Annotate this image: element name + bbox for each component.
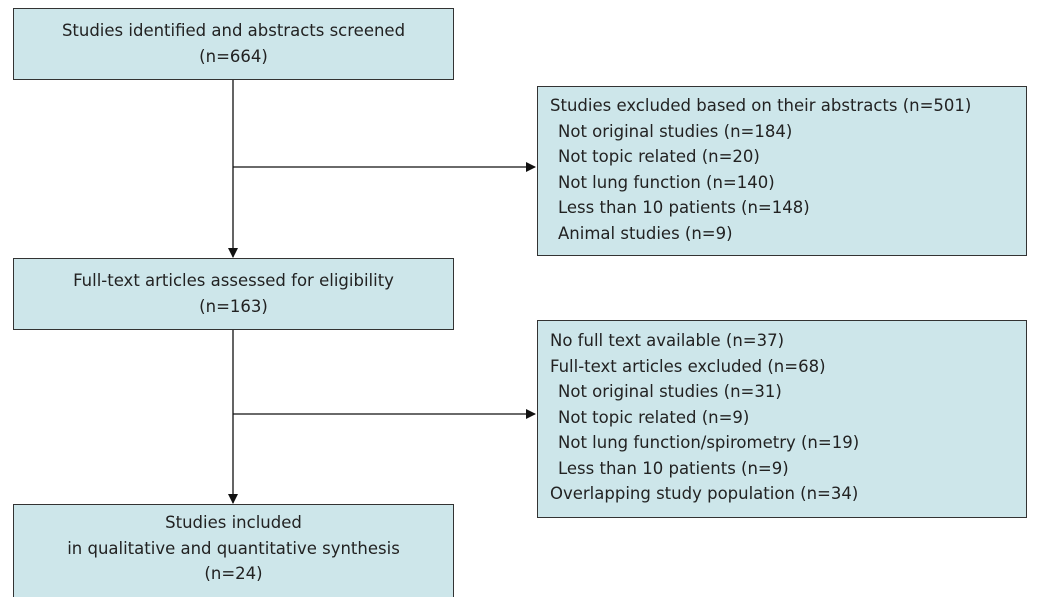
exclusion-item: Not original studies (n=31)	[558, 382, 782, 401]
exclusion-heading: No full text available (n=37)	[550, 331, 785, 350]
box-text: Full-text articles assessed for eligibil…	[73, 271, 394, 290]
exclusion-heading: Full-text articles excluded (n=68)	[550, 356, 826, 376]
exclusion-item: Not lung function/spirometry (n=19)	[558, 433, 860, 452]
exclusion-item: Not topic related (n=9)	[558, 407, 750, 427]
box-text: Studies included	[165, 513, 302, 532]
exclusion-item: Less than 10 patients (n=9)	[558, 458, 789, 478]
box-text: (n=163)	[199, 296, 268, 316]
exclusion-box: Studies excluded based on their abstract…	[537, 86, 1027, 256]
box-text: Studies identified and abstracts screene…	[61, 21, 406, 40]
exclusion-item: Not topic related (n=20)	[558, 147, 760, 166]
flow-box: Studies included in qualitative and quant…	[13, 504, 454, 597]
exclusion-heading: Studies excluded based on their abstract…	[550, 96, 972, 115]
exclusion-item: Less than 10 patients (n=148)	[558, 198, 810, 217]
exclusion-box: No full text available (n=37) Full-text a…	[537, 320, 1027, 518]
exclusion-heading: Overlapping study population (n=34)	[550, 484, 859, 503]
box-text: (n=24)	[204, 564, 263, 583]
box-text: in qualitative and quantitative synthesi…	[67, 538, 400, 558]
exclusion-item: Animal studies (n=9)	[558, 223, 733, 243]
exclusion-item: Not lung function (n=140)	[558, 172, 775, 192]
flow-box: Full-text articles assessed for eligibil…	[13, 258, 454, 330]
box-text: (n=664)	[199, 46, 268, 66]
exclusion-item: Not original studies (n=184)	[558, 121, 793, 141]
flow-box: Studies identified and abstracts screene…	[13, 8, 454, 80]
